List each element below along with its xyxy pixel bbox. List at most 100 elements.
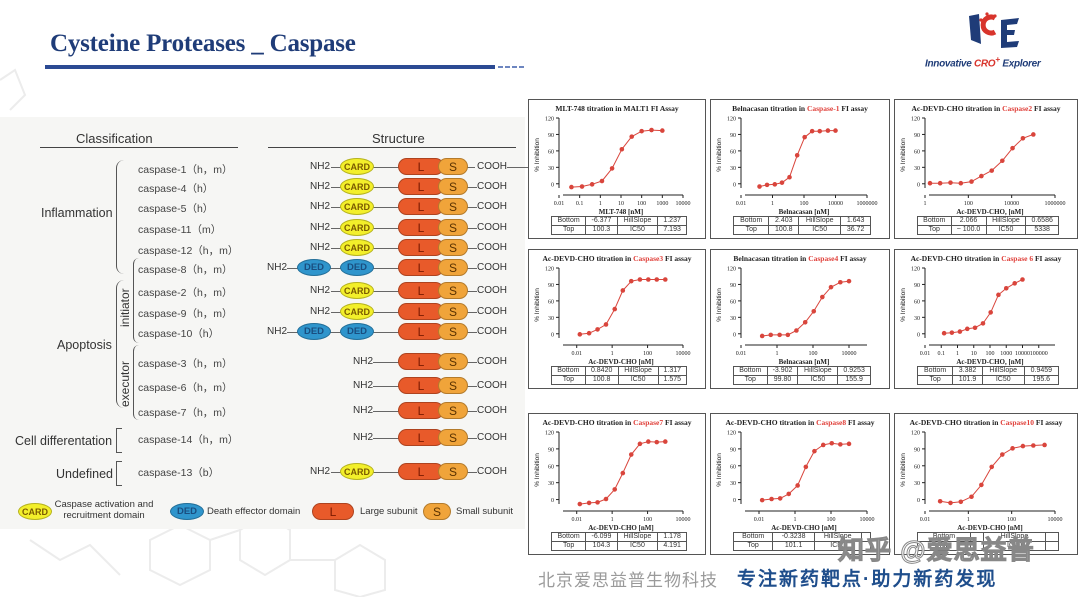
svg-text:90: 90: [548, 447, 554, 453]
chart-plot: 0 30 60 90 120 0.01 0.1 1 10 100 1000 10000 % Inhibi…: [534, 117, 691, 217]
svg-text:1: 1: [771, 201, 774, 207]
svg-text:0.01: 0.01: [920, 351, 931, 357]
svg-text:0.1: 0.1: [938, 351, 946, 357]
chart-caspase-2: Ac-DEVD-CHO titration in Caspase2 FI ass…: [894, 99, 1078, 239]
structure-rule: [268, 147, 516, 148]
structure-caspase-2: NH2 CARD L S COOH: [310, 282, 507, 299]
svg-text:30: 30: [730, 481, 736, 487]
svg-text:120: 120: [727, 431, 736, 437]
chart-malt1: MLT-748 titration in MALT1 FI Assay 0 30 60…: [528, 99, 706, 239]
fit-parameter-table: Bottom -3.902 HillSlope 0.9253 Top 99.80 IC50 1…: [733, 366, 871, 385]
row-caspase-1: caspase-1（h，m）: [138, 164, 233, 176]
svg-text:90: 90: [914, 133, 920, 139]
row-caspase-7: caspase-7（h，m）: [138, 407, 233, 419]
logo-tagline: Innovative CRO+ Explorer: [925, 54, 1041, 70]
svg-text:30: 30: [730, 166, 736, 172]
svg-text:60: 60: [548, 299, 554, 305]
svg-text:100: 100: [827, 517, 836, 523]
svg-text:0.01: 0.01: [736, 201, 747, 207]
svg-text:% Inhibition: % Inhibition: [534, 138, 541, 172]
legend-large-icon: L: [312, 503, 354, 520]
svg-text:% Inhibition: % Inhibition: [716, 453, 723, 487]
ded-domain: DED: [297, 259, 331, 276]
category-undefined: Undefined: [56, 467, 113, 481]
svg-text:Ac-DEVD-CHO, [nM]: Ac-DEVD-CHO, [nM]: [956, 208, 1023, 216]
card-domain: CARD: [340, 158, 374, 175]
svg-text:% Inhibition: % Inhibition: [900, 288, 907, 322]
svg-text:0.01: 0.01: [571, 351, 582, 357]
svg-text:0: 0: [551, 332, 554, 338]
svg-text:60: 60: [548, 149, 554, 155]
chart-plot: 0 30 60 90 120 0.01 0.1 1 10 100 1000 10000 100000 % …: [900, 267, 1055, 366]
svg-text:Belnacasan [nM]: Belnacasan [nM]: [779, 358, 830, 366]
chart-title: Ac-DEVD-CHO titration in Caspase2 FI ass…: [911, 104, 1061, 113]
chart-plot: 0 30 60 90 120 0.01 1 100 10000 % Inhibition Ac-DE…: [534, 431, 691, 533]
cell-diff-brace: [116, 428, 122, 453]
structure-caspase-3: NH2 L S COOH: [353, 353, 507, 370]
svg-text:100: 100: [643, 351, 652, 357]
title-underline-dash: [498, 66, 524, 68]
svg-text:90: 90: [730, 133, 736, 139]
undefined-brace: [116, 461, 122, 486]
subcategory-initiator: initiator: [118, 288, 132, 327]
svg-text:10000: 10000: [842, 351, 857, 357]
category-apoptosis: Apoptosis: [57, 338, 112, 352]
svg-text:100: 100: [643, 517, 652, 523]
footer-slogan: 专注新药靶点·助力新药发现: [737, 569, 998, 590]
structure-caspase-4: NH2 CARD L S COOH: [310, 178, 507, 195]
page-title: Cysteine Proteases _ Caspase: [50, 30, 356, 57]
svg-text:0: 0: [917, 498, 920, 504]
svg-text:1000: 1000: [656, 201, 668, 207]
svg-text:30: 30: [548, 481, 554, 487]
chart-plot: 0 30 60 90 120 1 100 10000 1000000 % Inhibition Ac…: [900, 117, 1066, 217]
executor-brace: [133, 345, 139, 420]
structure-caspase-11: NH2 CARD L S COOH: [310, 219, 507, 236]
svg-text:90: 90: [914, 283, 920, 289]
chart-caspase-8: Ac-DEVD-CHO titration in Caspase8 FI ass…: [710, 413, 890, 555]
structure-header: Structure: [372, 131, 425, 146]
svg-text:90: 90: [730, 447, 736, 453]
svg-text:1000000: 1000000: [857, 201, 878, 207]
fit-parameter-table: Bottom HillSlope Top IC50: [917, 532, 1059, 551]
footer-company-name: 北京爱思益普生物科技: [538, 571, 718, 590]
row-caspase-8: caspase-8（h，m）: [138, 264, 233, 276]
svg-text:1: 1: [611, 517, 614, 523]
structure-caspase-6: NH2 L S COOH: [353, 377, 507, 394]
svg-text:120: 120: [911, 267, 920, 273]
svg-text:30: 30: [914, 316, 920, 322]
legend-ded-icon: DED: [170, 503, 204, 520]
classification-header: Classification: [76, 131, 153, 146]
fit-parameter-table: Bottom 0.8420 HillSlope 1.317 Top 100.8 IC50 1.…: [551, 366, 688, 385]
svg-text:100000: 100000: [1030, 351, 1048, 357]
svg-text:0: 0: [733, 498, 736, 504]
svg-text:% Inhibition: % Inhibition: [716, 288, 723, 322]
svg-text:10000: 10000: [676, 351, 691, 357]
svg-text:10: 10: [618, 201, 624, 207]
row-caspase-13: caspase-13（b）: [138, 467, 220, 479]
svg-text:100: 100: [637, 201, 646, 207]
svg-text:60: 60: [548, 464, 554, 470]
svg-text:10000: 10000: [1015, 351, 1030, 357]
legend-card-icon: CARD: [18, 503, 52, 520]
category-cell-differentation: Cell differentation: [15, 434, 113, 448]
svg-text:0: 0: [733, 332, 736, 338]
svg-text:0.01: 0.01: [736, 351, 747, 357]
structure-caspase-14: NH2 L S COOH: [353, 429, 507, 446]
svg-text:% Inhibition: % Inhibition: [900, 453, 907, 487]
svg-text:1000: 1000: [1000, 351, 1012, 357]
svg-text:1: 1: [611, 351, 614, 357]
caspase-classification-panel: Classification Structure Inflammation Ap…: [0, 117, 537, 529]
svg-text:% Inhibition: % Inhibition: [534, 288, 541, 322]
svg-text:% Inhibition: % Inhibition: [534, 453, 541, 487]
svg-text:10000: 10000: [676, 517, 691, 523]
svg-text:100: 100: [809, 351, 818, 357]
svg-text:120: 120: [727, 267, 736, 273]
svg-text:120: 120: [911, 117, 920, 123]
svg-text:0.01: 0.01: [920, 517, 931, 523]
svg-text:0.01: 0.01: [754, 517, 765, 523]
chart-plot: 0 30 60 90 120 0.01 1 100 10000 % Inhibition Ac-DE…: [900, 431, 1063, 533]
initiator-brace: [133, 258, 139, 343]
svg-text:0.1: 0.1: [576, 201, 584, 207]
svg-text:Ac-DEVD-CHO [nM]: Ac-DEVD-CHO [nM]: [588, 524, 654, 532]
structure-caspase-12: NH2 CARD L S COOH: [310, 239, 507, 256]
